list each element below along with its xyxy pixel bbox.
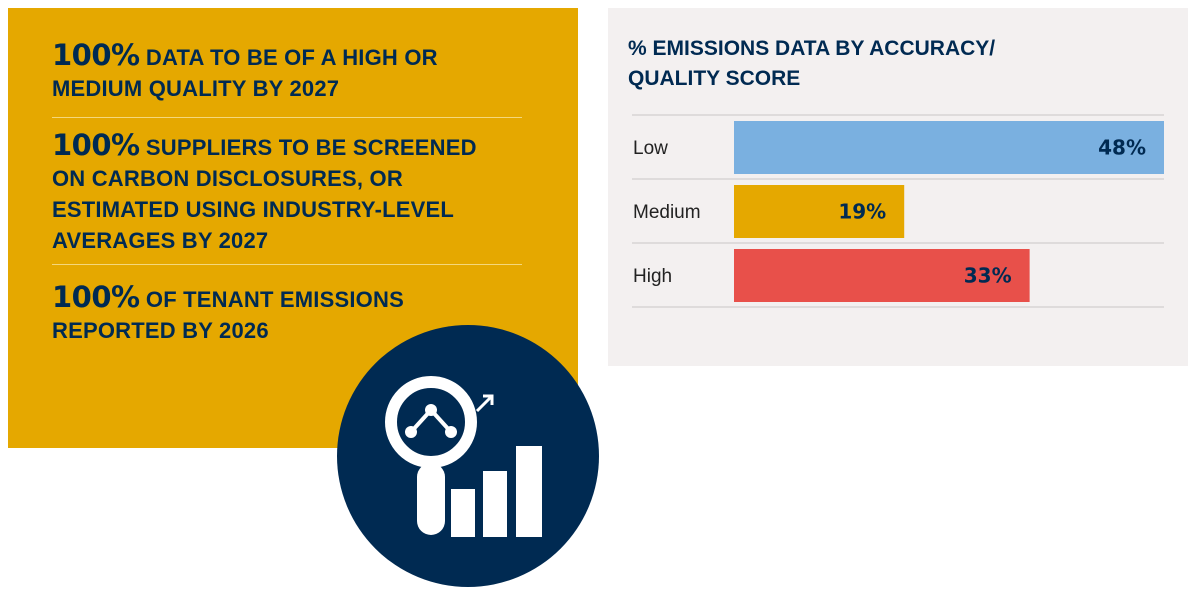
- divider: [52, 264, 522, 265]
- emissions-quality-bar-chart: Low 48% Medium 19% High 33%: [632, 114, 1164, 308]
- target-supplier-screening: 100% SUPPLIERS TO BE SCREENED ON CARBON …: [52, 130, 522, 256]
- chart-title-line: % EMISSIONS DATA BY ACCURACY/: [628, 37, 996, 60]
- targets-panel: 100% DATA TO BE OF A HIGH OR MEDIUM QUAL…: [8, 8, 578, 448]
- bar-low: [734, 121, 1164, 174]
- chart-title-line: QUALITY SCORE: [628, 67, 801, 90]
- target-text: AVERAGES BY 2027: [52, 228, 269, 253]
- bar-medium: [734, 185, 905, 238]
- target-text: DATA TO BE OF A HIGH OR: [145, 45, 438, 70]
- target-text: REPORTED BY 2026: [52, 318, 269, 343]
- target-percent: 100%: [52, 38, 140, 72]
- category-label: Low: [633, 138, 668, 159]
- bar-high: [734, 249, 1030, 302]
- value-label: 19%: [838, 200, 886, 224]
- target-percent: 100%: [52, 280, 140, 314]
- target-text: SUPPLIERS TO BE SCREENED: [145, 135, 477, 160]
- magnifier-chart-icon: [385, 376, 542, 537]
- target-text: MEDIUM QUALITY BY 2027: [52, 76, 340, 101]
- target-percent: 100%: [52, 128, 140, 162]
- chart-title: % EMISSIONS DATA BY ACCURACY/ QUALITY SC…: [628, 34, 1128, 94]
- target-text: ON CARBON DISCLOSURES, OR: [52, 166, 403, 191]
- category-label: High: [633, 266, 672, 287]
- value-label: 33%: [964, 264, 1012, 288]
- target-data-quality: 100% DATA TO BE OF A HIGH OR MEDIUM QUAL…: [52, 40, 522, 104]
- target-tenant-emissions: 100% OF TENANT EMISSIONS REPORTED BY 202…: [52, 282, 522, 346]
- badge-circle: [337, 325, 599, 587]
- divider: [52, 117, 522, 118]
- target-text: OF TENANT EMISSIONS: [145, 287, 404, 312]
- value-label: 48%: [1098, 136, 1146, 160]
- target-text: ESTIMATED USING INDUSTRY-LEVEL: [52, 197, 455, 222]
- chart-card: % EMISSIONS DATA BY ACCURACY/ QUALITY SC…: [608, 8, 1188, 366]
- category-label: Medium: [633, 202, 701, 223]
